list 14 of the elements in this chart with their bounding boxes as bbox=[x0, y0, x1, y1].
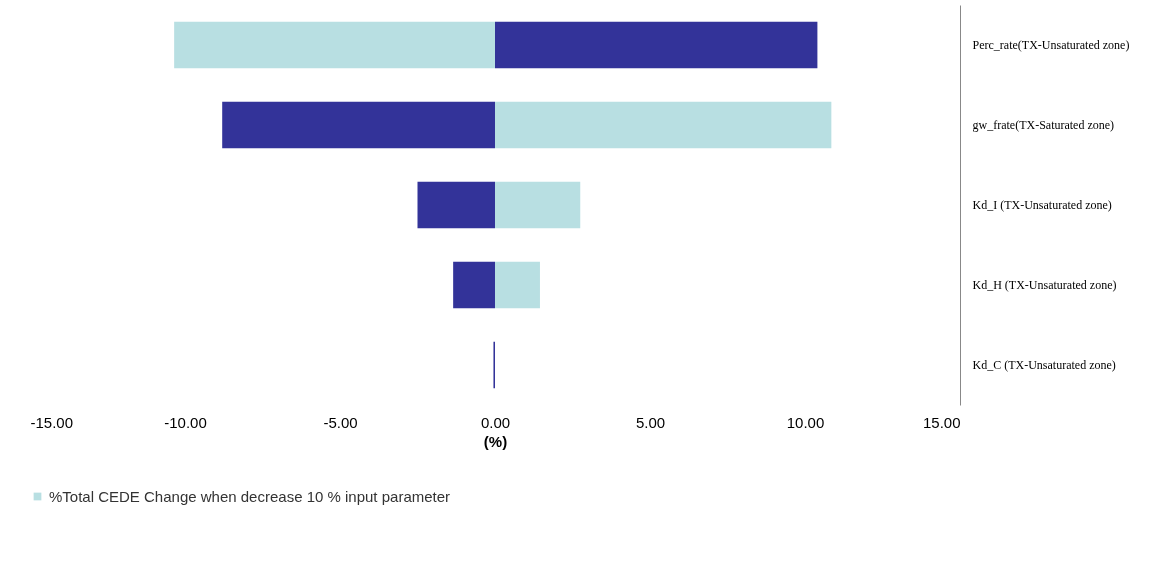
x-tick-label: 0.00 bbox=[480, 413, 511, 431]
y-tick-label: Kd_H (TX-Unsaturated zone) bbox=[972, 278, 1117, 292]
x-axis-title: (%) bbox=[483, 432, 508, 450]
y-tick-label: Kd_I (TX-Unsaturated zone) bbox=[972, 198, 1112, 212]
x-tick-label: 15.00 bbox=[922, 413, 961, 431]
x-tick-label: 5.00 bbox=[635, 413, 666, 431]
x-tick-label: -5.00 bbox=[323, 413, 358, 431]
x-tick-label: -15.00 bbox=[30, 413, 74, 431]
x-tick-label: 10.00 bbox=[786, 413, 825, 431]
y-tick-label: Kd_C (TX-Unsaturated zone) bbox=[972, 358, 1116, 372]
x-tick-label: -10.00 bbox=[164, 413, 207, 431]
legend-label: %Total CEDE Change when decrease 10 % input parameter bbox=[49, 487, 451, 505]
y-tick-label: Perc_rate(TX-Unsaturated zone) bbox=[972, 38, 1130, 52]
y-tick-label: gw_frate(TX-Saturated zone) bbox=[972, 118, 1115, 132]
